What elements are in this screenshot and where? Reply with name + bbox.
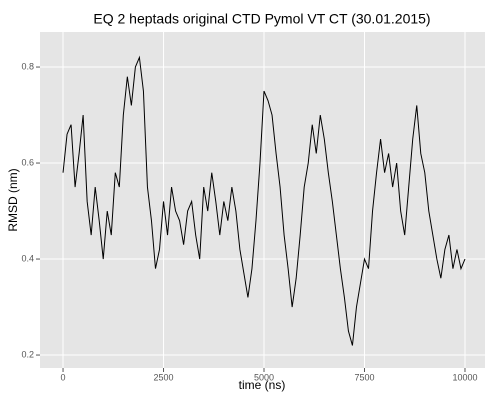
y-tick-label: 0.2: [21, 349, 34, 359]
x-tick-label: 5000: [254, 372, 274, 382]
y-tick-label: 0.6: [21, 157, 34, 167]
chart-title: EQ 2 heptads original CTD Pymol VT CT (3…: [93, 11, 430, 27]
x-tick-label: 7500: [354, 372, 374, 382]
panel: [40, 32, 485, 368]
x-tick-label: 10000: [452, 372, 477, 382]
line: [62, 55, 466, 346]
y-tick-label: 0.4: [21, 253, 34, 263]
x-tick-label: 0: [61, 372, 66, 382]
x-tick-label: 2500: [154, 372, 174, 382]
y-tick-label: 0.8: [21, 61, 34, 71]
y-axis-title: RMSD (nm): [6, 168, 20, 231]
x-axis-title: time (ns): [239, 378, 286, 392]
